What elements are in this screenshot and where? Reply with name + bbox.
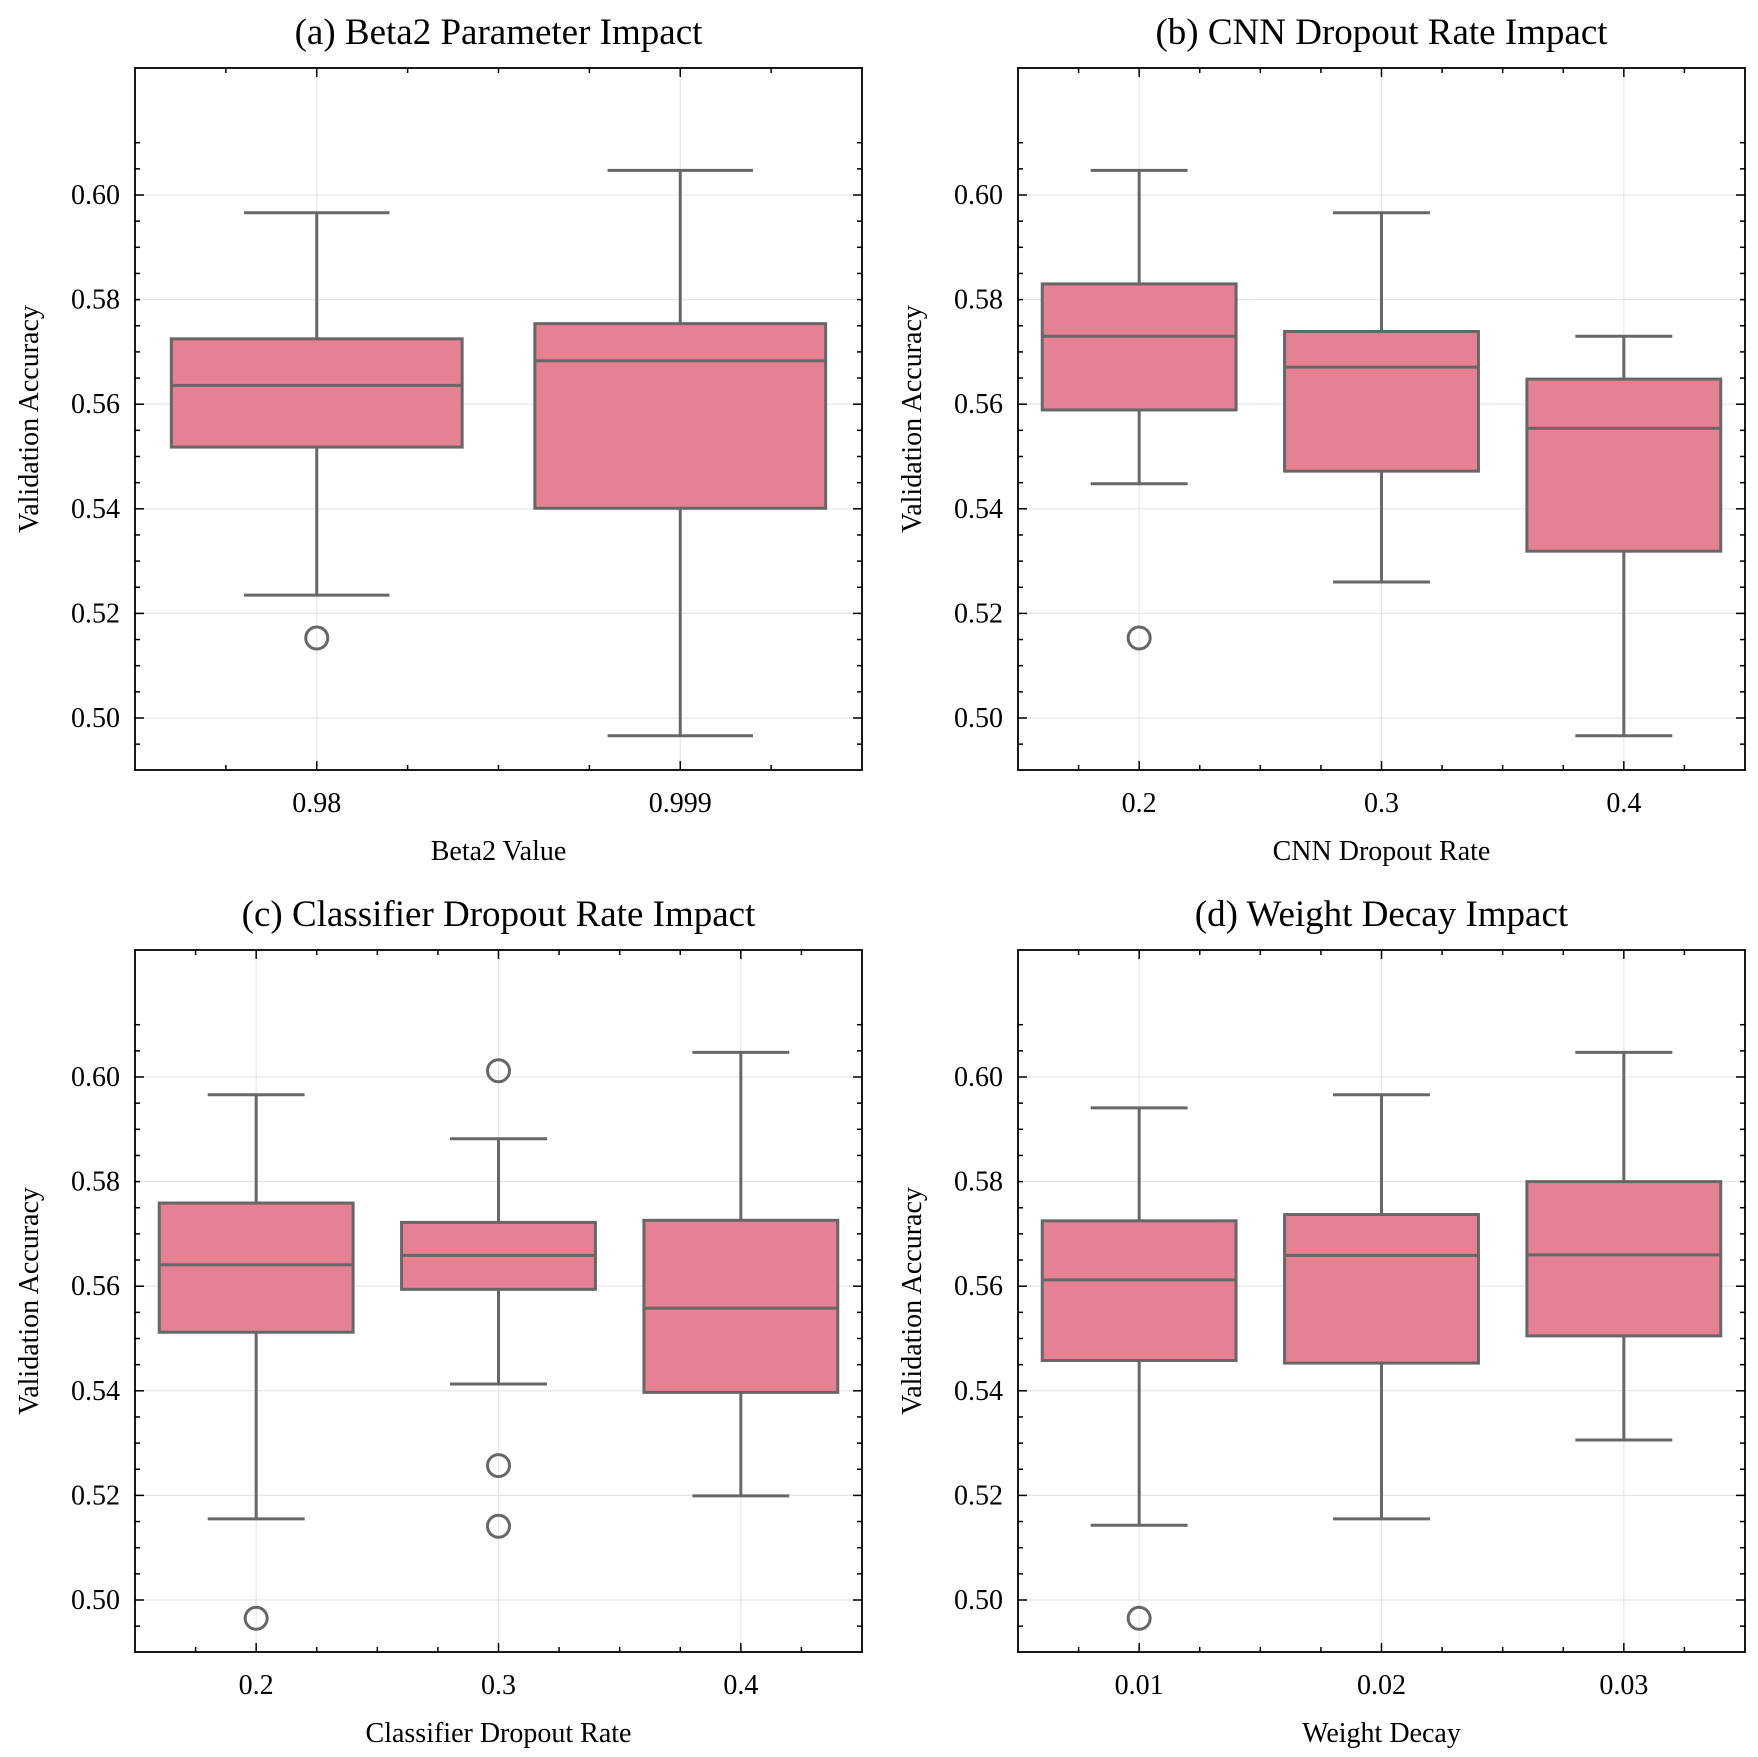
y-tick-label: 0.56 <box>954 1271 1003 1302</box>
x-tick-label: 0.999 <box>649 788 712 819</box>
x-tick-label: 0.2 <box>1122 788 1157 819</box>
y-tick-label: 0.52 <box>954 1480 1003 1511</box>
x-tick-label: 0.2 <box>239 1670 274 1701</box>
panel-c: 0.50 0.52 0.54 0.56 0.58 0.60 0.2 0.3 0.4 (c) Cla… <box>14 894 863 1749</box>
y-tick-label: 0.58 <box>71 285 120 316</box>
y-axis-label: Validation Accuracy <box>897 305 928 533</box>
y-axis-label: Validation Accuracy <box>14 1187 45 1415</box>
y-tick-label: 0.50 <box>71 1585 120 1616</box>
y-tick-label: 0.58 <box>954 285 1003 316</box>
x-axis-label: Classifier Dropout Rate <box>366 1718 632 1749</box>
iqr-box <box>1040 1219 1238 1362</box>
x-axis-label: Beta2 Value <box>431 836 567 867</box>
panel-title: (d) Weight Decay Impact <box>1195 894 1569 935</box>
panel-title: (a) Beta2 Parameter Impact <box>295 12 704 53</box>
y-tick-label: 0.52 <box>71 1480 120 1511</box>
x-axis-label: Weight Decay <box>1302 1718 1461 1749</box>
y-tick-label: 0.50 <box>71 703 120 734</box>
box-0.02 <box>1283 1093 1480 1521</box>
x-tick-label: 0.4 <box>1606 788 1641 819</box>
iqr-box <box>169 337 464 449</box>
panel-d: 0.50 0.52 0.54 0.56 0.58 0.60 0.01 0.02 0.03 (d) … <box>897 894 1746 1749</box>
y-tick-label: 0.56 <box>954 389 1003 420</box>
box-0.4 <box>1525 334 1723 738</box>
y-tick-label: 0.54 <box>71 494 120 525</box>
outlier-point <box>1126 625 1152 651</box>
box-0.2 <box>1040 168 1238 651</box>
iqr-box <box>1525 1180 1723 1338</box>
iqr-box <box>157 1201 355 1334</box>
y-tick-label: 0.50 <box>954 703 1003 734</box>
y-tick-label: 0.58 <box>71 1167 120 1198</box>
x-tick-label: 0.01 <box>1115 1670 1164 1701</box>
y-axis-label: Validation Accuracy <box>897 1187 928 1415</box>
iqr-box <box>1040 282 1238 412</box>
y-tick-label: 0.54 <box>954 1376 1003 1407</box>
outlier-point <box>304 625 330 651</box>
box-0.4 <box>642 1050 840 1498</box>
y-tick-label: 0.60 <box>954 1062 1003 1093</box>
box-0.3 <box>400 1058 597 1539</box>
panel-a: 0.50 0.52 0.54 0.56 0.58 0.60 0.98 0.999 (a) Bet… <box>14 12 863 867</box>
panel-title: (c) Classifier Dropout Rate Impact <box>242 894 756 935</box>
x-tick-label: 0.98 <box>292 788 341 819</box>
x-tick-label: 0.03 <box>1599 1670 1648 1701</box>
y-tick-label: 0.60 <box>71 180 120 211</box>
outlier-point <box>486 1453 511 1479</box>
iqr-box <box>1283 1213 1480 1365</box>
iqr-box <box>1283 330 1480 473</box>
outlier-point <box>243 1605 269 1631</box>
x-axis-label: CNN Dropout Rate <box>1273 836 1491 867</box>
y-tick-label: 0.50 <box>954 1585 1003 1616</box>
iqr-box <box>1525 377 1723 553</box>
x-tick-label: 0.02 <box>1357 1670 1406 1701</box>
x-tick-label: 0.4 <box>723 1670 758 1701</box>
y-tick-label: 0.60 <box>71 1062 120 1093</box>
y-tick-label: 0.54 <box>71 1376 120 1407</box>
y-tick-label: 0.58 <box>954 1167 1003 1198</box>
box-0.999 <box>533 168 828 738</box>
box-0.98 <box>169 211 464 651</box>
outlier-point <box>486 1058 511 1084</box>
y-axis-label: Validation Accuracy <box>14 305 45 533</box>
x-tick-label: 0.3 <box>481 1670 516 1701</box>
outlier-point <box>486 1513 511 1539</box>
panel-b: 0.50 0.52 0.54 0.56 0.58 0.60 0.2 0.3 0.4 (b) CNN… <box>897 12 1746 867</box>
panel-title: (b) CNN Dropout Rate Impact <box>1155 12 1608 53</box>
box-0.03 <box>1525 1050 1723 1442</box>
iqr-box <box>642 1218 840 1394</box>
x-tick-label: 0.3 <box>1364 788 1399 819</box>
y-tick-label: 0.56 <box>71 1271 120 1302</box>
y-tick-label: 0.54 <box>954 494 1003 525</box>
box-0.2 <box>157 1093 355 1631</box>
box-0.3 <box>1283 211 1480 584</box>
y-tick-label: 0.52 <box>71 598 120 629</box>
outlier-point <box>1126 1605 1152 1631</box>
iqr-box <box>533 322 828 510</box>
box-0.01 <box>1040 1106 1238 1631</box>
y-tick-label: 0.60 <box>954 180 1003 211</box>
y-tick-label: 0.52 <box>954 598 1003 629</box>
y-tick-label: 0.56 <box>71 389 120 420</box>
